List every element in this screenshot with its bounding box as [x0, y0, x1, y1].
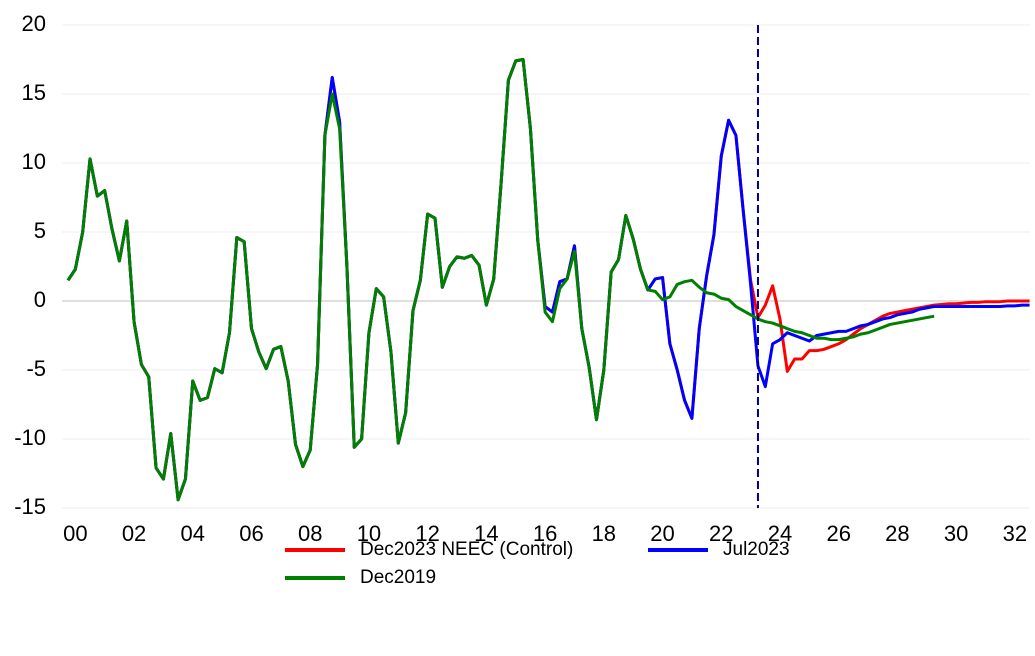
x-tick-label: 08 [298, 521, 322, 546]
x-tick-label: 24 [768, 521, 792, 546]
y-tick-label: 5 [34, 218, 46, 243]
x-tick-label: 14 [474, 521, 498, 546]
series-line [66, 58, 1030, 502]
x-tick-label: 18 [592, 521, 616, 546]
legend-label: Jul2023 [723, 539, 790, 560]
x-tick-label: 20 [650, 521, 674, 546]
x-tick-label: 16 [533, 521, 557, 546]
x-tick-label: 12 [415, 521, 439, 546]
x-tick-label: 06 [239, 521, 263, 546]
x-tick-label: 22 [709, 521, 733, 546]
y-tick-label: 15 [22, 80, 46, 105]
y-tick-label: -5 [26, 356, 46, 381]
x-tick-label: 32 [1003, 521, 1027, 546]
y-tick-label: 10 [22, 149, 46, 174]
series-line [66, 58, 935, 502]
x-tick-label: 00 [63, 521, 87, 546]
y-tick-label: -10 [14, 425, 46, 450]
x-tick-label: 04 [181, 521, 205, 546]
x-tick-label: 10 [357, 521, 381, 546]
legend-label: Dec2023 NEEC (Control) [360, 539, 573, 560]
series-line [66, 58, 1030, 502]
legend-label: Dec2019 [360, 567, 436, 588]
x-tick-label: 30 [944, 521, 968, 546]
x-tick-label: 26 [826, 521, 850, 546]
x-tick-label: 02 [122, 521, 146, 546]
x-tick-label: 28 [885, 521, 909, 546]
y-tick-label: -15 [14, 494, 46, 519]
y-tick-label: 20 [22, 11, 46, 36]
y-tick-label: 0 [34, 287, 46, 312]
